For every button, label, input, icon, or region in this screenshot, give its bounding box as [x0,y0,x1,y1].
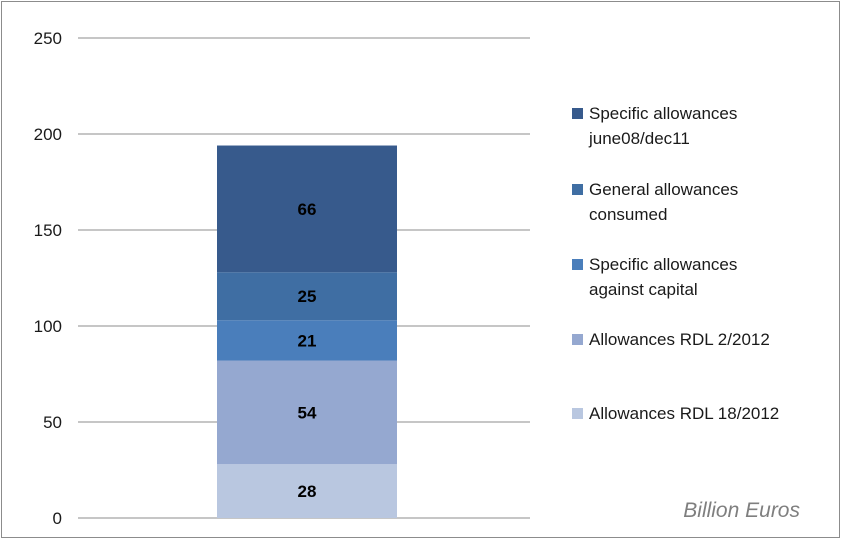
bar-segment [217,272,397,321]
data-label: 21 [298,331,317,350]
data-label: 66 [298,200,317,219]
legend-swatch [572,259,583,270]
legend-swatch [572,334,583,345]
y-tick-label: 50 [43,413,62,432]
legend-label: against capital [589,280,698,299]
legend-swatch [572,408,583,419]
y-tick-label: 150 [34,221,62,240]
unit-note: Billion Euros [683,499,800,522]
bar-segment [217,320,397,361]
legend-label: Specific allowances [589,255,737,274]
y-tick-label: 200 [34,125,62,144]
legend-item: Specific allowances june08/dec11 [572,104,737,148]
legend-item: Allowances RDL 2/2012 [572,330,770,349]
legend-label: consumed [589,205,667,224]
legend-label: General allowances [589,180,738,199]
bar-segment [217,464,397,518]
gridlines [78,37,530,519]
legend-item: Specific allowances against capital [572,255,737,299]
y-axis: 0 50 100 150 200 250 [34,29,62,528]
legend-label: Allowances RDL 18/2012 [589,404,779,423]
data-label: 25 [298,287,317,306]
bar-stack: 28 54 21 25 66 [217,145,397,518]
legend-label: Specific allowances [589,104,737,123]
y-tick-label: 0 [53,509,62,528]
data-label: 54 [298,403,317,422]
legend-swatch [572,108,583,119]
legend-label: june08/dec11 [588,129,690,148]
legend-item: Allowances RDL 18/2012 [572,404,779,423]
bar-segment [217,360,397,465]
y-tick-label: 250 [34,29,62,48]
data-label: 28 [298,482,317,501]
legend-label: Allowances RDL 2/2012 [589,330,770,349]
y-tick-label: 100 [34,317,62,336]
bar-segment [217,145,397,273]
legend-swatch [572,184,583,195]
legend-item: General allowances consumed [572,180,738,224]
legend: Specific allowances june08/dec11 General a… [572,104,779,423]
